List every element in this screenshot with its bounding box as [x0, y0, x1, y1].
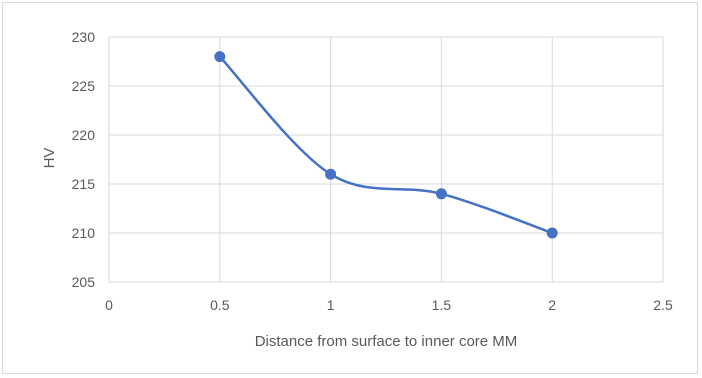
y-tick-label: 220 — [72, 127, 96, 143]
y-tick-label: 205 — [72, 274, 96, 290]
y-tick-label: 225 — [72, 78, 96, 94]
x-tick-label: 2 — [548, 297, 556, 313]
data-point — [435, 188, 447, 200]
x-axis-title: Distance from surface to inner core MM — [255, 333, 518, 350]
series-line — [218, 55, 553, 235]
x-axis-ticks: 0 0.5 1 1.5 2 2.5 — [105, 297, 673, 313]
data-point — [325, 168, 337, 180]
y-tick-label: 215 — [72, 176, 96, 192]
x-tick-label: 2.5 — [653, 297, 673, 313]
y-tick-label: 210 — [72, 225, 96, 241]
x-tick-label: 0 — [105, 297, 113, 313]
data-point — [546, 227, 558, 239]
x-tick-label: 1.5 — [432, 297, 452, 313]
x-tick-label: 0.5 — [210, 297, 230, 313]
x-tick-label: 1 — [327, 297, 335, 313]
data-point — [214, 51, 226, 63]
y-tick-label: 230 — [72, 29, 96, 45]
chart-frame — [2, 2, 698, 374]
y-axis-title: HV — [41, 148, 58, 169]
y-axis-ticks: 205 210 215 220 225 230 — [72, 29, 96, 290]
gridlines — [108, 36, 664, 283]
data-points — [214, 51, 558, 239]
